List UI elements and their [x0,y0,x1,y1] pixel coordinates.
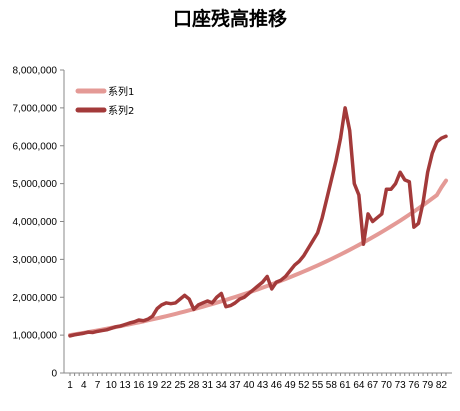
x-tick-label: 10 [106,380,118,391]
x-axis-ticks: 1 4 7 10 13 16 19 22 25 28 31 34 37 40 43 46 49 52 55 58 61 6… [67,373,447,391]
x-tick-label: 46 [271,380,283,391]
x-tick-label: 43 [257,380,269,391]
x-tick-label: 13 [119,380,131,391]
x-tick-label: 76 [408,380,420,391]
x-tick-label: 58 [326,380,338,391]
x-tick-label: 34 [216,380,228,391]
x-tick-label: 52 [298,380,310,391]
y-tick-label: 6,000,000 [13,141,58,152]
x-tick-label: 31 [202,380,214,391]
x-tick-label: 7 [95,380,101,391]
series-lines [68,106,448,338]
series-line-1 [68,178,448,338]
y-tick-label: 4,000,000 [13,217,58,228]
chart-title: 口座残高推移 [173,7,287,30]
y-tick-label: 2,000,000 [13,293,58,304]
y-tick-label: 3,000,000 [13,255,58,266]
y-tick-label: 0 [51,369,57,380]
x-tick-label: 67 [367,380,379,391]
x-tick-label: 28 [188,380,200,391]
x-tick-label: 61 [340,380,352,391]
x-tick-label: 70 [381,380,393,391]
x-tick-label: 64 [353,380,365,391]
x-tick-label: 37 [230,380,242,391]
legend-label-series-2: 系列2 [108,104,134,117]
x-tick-label: 79 [422,380,434,391]
y-tick-label: 8,000,000 [13,66,58,77]
y-tick-label: 5,000,000 [13,179,58,190]
series-line-2 [68,106,448,338]
x-tick-label: 16 [133,380,145,391]
y-tick-label: 1,000,000 [13,331,58,342]
x-tick-label: 25 [174,380,186,391]
x-tick-label: 22 [161,380,173,391]
y-tick-label: 7,000,000 [13,103,58,114]
x-tick-label: 49 [285,380,297,391]
x-tick-label: 40 [243,380,255,391]
x-tick-label: 1 [67,380,73,391]
legend-label-series-1: 系列1 [108,85,134,98]
x-tick-label: 4 [81,380,87,391]
x-tick-label: 55 [312,380,324,391]
x-tick-label: 19 [147,380,159,391]
x-tick-label: 82 [436,380,448,391]
y-axis-ticks: 0 1,000,000 2,000,000 3,000,000 4,000,000 5,0… [13,66,64,380]
x-tick-label: 73 [395,380,407,391]
legend: 系列1 系列2 [75,85,134,117]
